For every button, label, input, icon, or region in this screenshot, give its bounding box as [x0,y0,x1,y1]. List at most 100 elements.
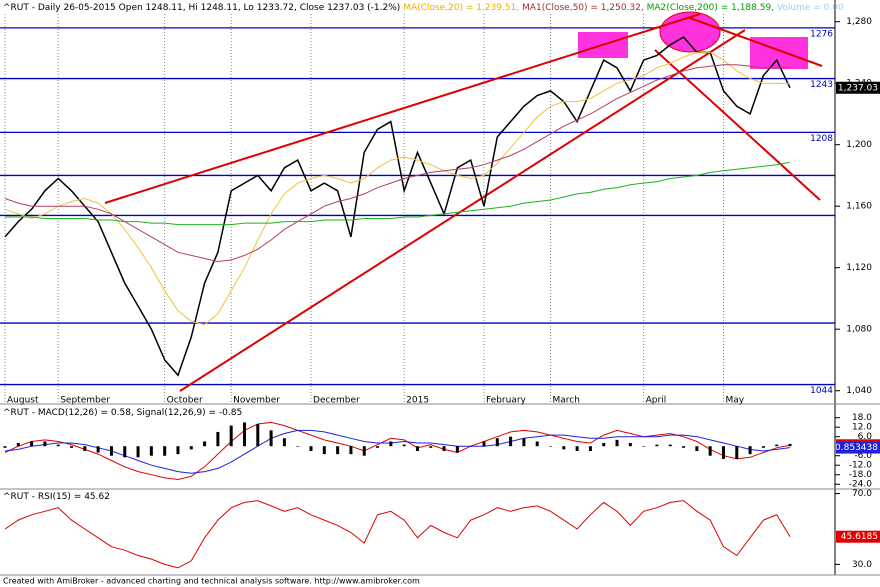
level-label: 1208 [810,134,833,144]
value-label-box [836,441,880,454]
histogram-bar [602,443,606,447]
histogram-bar [349,446,353,455]
x-tick-label: November [233,396,280,406]
histogram-bar [376,446,380,448]
histogram-bar [336,446,340,455]
histogram-bar [575,446,579,451]
histogram-bar [216,431,220,447]
histogram-bar [389,441,393,447]
series-line [4,421,791,481]
histogram-bar [562,446,566,450]
series-line [4,36,791,377]
x-tick-label: October [167,396,203,406]
y-tick-label: 1,120 [846,263,872,273]
x-tick-label: 2015 [406,396,429,406]
trend-lines [104,13,823,392]
y-tick-label: 1,200 [846,140,872,150]
histogram-bar [642,446,646,447]
histogram-bar [708,446,712,456]
histogram-bar [109,446,113,456]
title-part: Volume = 0.00 [777,3,844,13]
histogram-bar [695,446,699,451]
title-part: MA1(Close,50) = 1,250.32, [522,3,644,13]
x-tick-label: August [7,396,39,406]
histogram-bar [522,438,526,447]
histogram-bar [229,425,233,447]
histogram-bar [83,446,87,451]
histogram-bar [43,441,47,447]
histogram-bar [123,446,127,458]
value-label: 45.6185 [841,532,878,542]
histogram-bar [149,446,153,456]
histogram-bar [176,446,180,455]
series-line [4,51,791,326]
pane-title: ^RUT - RSI(15) = 45.62 [3,492,110,502]
y-tick-label: 6.0 [858,432,873,442]
level-label: 1044 [810,386,833,396]
histogram-bar [721,446,725,459]
y-tick-label: -18.0 [849,470,873,480]
title-part: ^RUT - Daily 26-05-2015 Open 1248.11, Hi… [3,3,400,13]
histogram-bar [3,446,7,448]
histogram-bar [203,441,207,447]
histogram-bar [70,446,74,448]
level-label: 1276 [810,29,833,39]
histogram-bar [682,446,686,448]
x-tick-label: September [60,396,110,406]
histogram-bar [136,446,140,458]
histogram-bar [296,446,300,447]
histogram-bar [535,441,539,447]
title-part: ^RUT - RSI(15) = 45.62 [3,492,110,502]
histogram-bar [615,439,619,447]
histogram-bar [322,446,326,455]
histogram-bar [455,446,459,453]
series-line [4,429,791,474]
histogram-bar [56,444,60,447]
histogram-bar [16,443,20,447]
histogram-bar [269,430,273,447]
value-label-box [836,81,880,94]
histogram-bar [256,424,260,447]
histogram-bar [748,446,752,455]
histogram-bar [761,446,765,448]
histogram-bar [588,446,592,451]
histogram-bar [668,444,672,447]
y-tick-label: 30.0 [852,560,872,570]
histogram-bar [362,446,366,456]
histogram-bar [429,446,433,448]
value-label: -0.853438 [832,443,878,453]
y-tick-label: 12.0 [852,423,872,433]
x-tick-label: March [553,396,580,406]
footer: Created with AmiBroker - advanced charti… [3,577,420,586]
x-tick-label: May [725,396,744,406]
y-tick-label: 70.0 [852,489,872,499]
histogram-bar [163,446,167,456]
y-tick-label: -24.0 [849,480,873,490]
histogram-bar [735,446,739,459]
histogram-bar [189,446,193,450]
value-label: 1,237.03 [838,83,878,93]
title-part: ^RUT - MACD(12,26) = 0.58, [3,408,134,418]
trend-line [689,17,823,67]
histogram-bar [402,444,406,447]
histogram-bar [655,444,659,447]
title-part: Signal(12,26,9) = -0.85 [137,408,243,418]
trend-line [654,49,821,201]
histogram-bar [788,443,792,447]
histogram-bar [775,444,779,447]
title-part: MA2(Close,200) = 1,188.59, [647,3,774,13]
histogram-bar [30,441,34,447]
y-tick-label: 1,160 [846,202,872,212]
histogram-bar [495,438,499,447]
y-tick-label: 18.0 [852,413,872,423]
value-label-box [836,530,880,543]
y-tick-label: 1,040 [846,386,872,396]
histogram-bar [509,436,513,447]
y-tick-label: -12.0 [849,461,873,471]
series-line [4,64,791,263]
y-tick-label: 1,280 [846,17,872,27]
histogram-bar [549,446,553,447]
